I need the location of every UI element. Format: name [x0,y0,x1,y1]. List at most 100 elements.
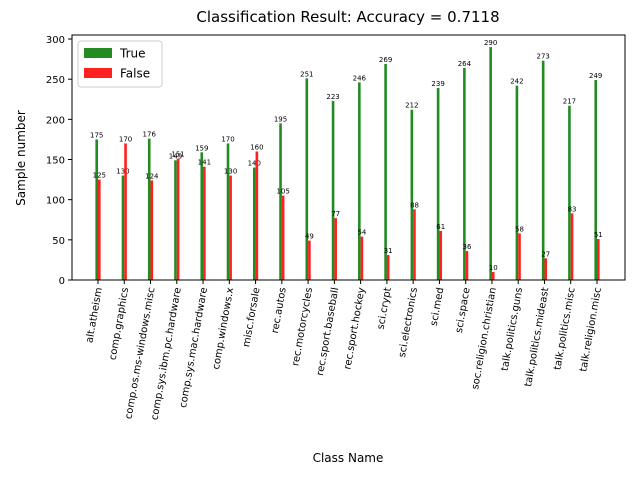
x-tick-label: rec.motorcycles [290,287,315,367]
y-axis-label: Sample number [14,110,28,206]
x-axis-label: Class Name [313,451,384,465]
plot-frame [71,34,626,281]
bar [436,88,440,281]
x-tick-label: talk.religion.misc [578,287,604,373]
bar [489,47,492,280]
bar [384,63,387,281]
bar [515,85,519,280]
value-label: 141 [198,159,211,167]
bar [229,175,232,280]
bar [568,105,571,280]
x-tick-label: rec.sport.hockey [342,287,367,371]
value-label: 160 [250,143,263,151]
bar [594,79,597,280]
legend-swatch [84,68,112,78]
bar [121,175,125,280]
bar [255,151,259,280]
y-tick-label: 300 [46,35,65,46]
x-tick-label: comp.graphics [108,287,132,361]
bar [410,109,414,280]
value-label: 125 [93,172,106,180]
value-label: 195 [274,115,287,123]
value-label: 249 [589,72,602,80]
x-tick-label: talk.politics.misc [552,287,577,371]
bar [174,160,177,280]
value-label: 223 [326,93,339,101]
value-label: 105 [276,188,289,196]
value-label: 31 [384,247,393,255]
x-tick-label: sci.space [454,287,473,334]
value-label: 217 [563,98,576,106]
bar [200,152,204,280]
value-label: 246 [353,74,367,82]
bar [150,180,154,280]
x-tick-label: sci.med [429,287,447,327]
value-label: 242 [510,78,523,86]
y-tick-label: 200 [46,115,65,126]
chart-title: Classification Result: Accuracy = 0.7118 [196,8,499,26]
bar [334,218,337,280]
legend-label: True [119,47,146,61]
bar [176,158,180,280]
x-tick-label: rec.sport.baseball [315,287,341,377]
x-tick-label: rec.autos [270,287,289,335]
x-tick-label: comp.windows.x [211,287,236,371]
value-label: 36 [463,243,472,251]
value-label: 176 [143,131,157,139]
bar [358,82,361,281]
value-label: 273 [536,53,549,61]
bar [570,213,574,280]
bar [413,209,416,280]
value-label: 269 [379,56,392,64]
x-tick-label: alt.atheism [84,287,105,344]
bar [386,255,390,280]
y-tick-label: 100 [46,196,65,207]
bar [203,166,206,280]
legend-swatch [84,48,112,58]
y-tick-label: 150 [46,156,65,167]
value-label: 251 [300,70,313,78]
bar [331,100,335,280]
x-tick-label: talk.politics.guns [500,287,526,372]
value-label: 54 [357,229,366,237]
bar [98,179,101,280]
x-tick-label: misc.forsale [241,287,262,348]
bar [95,139,98,280]
value-label: 130 [224,168,237,176]
x-tick-label: talk.politics.mideast [523,287,551,388]
value-label: 27 [541,250,550,258]
value-label: 175 [90,131,103,139]
value-label: 159 [195,144,208,152]
bar [541,60,545,280]
x-tick-label: sci.crypt [376,287,394,331]
value-label: 83 [568,205,577,213]
value-label: 49 [305,233,314,241]
value-label: 170 [119,135,132,143]
x-tick-label: soc.religion.christian [470,287,499,391]
value-label: 212 [405,102,418,110]
value-label: 170 [221,135,234,143]
bar [465,251,469,280]
value-label: 130 [116,168,129,176]
bar [463,67,466,281]
legend: True False [77,40,163,88]
y-tick-label: 50 [52,236,65,247]
bar [252,167,256,280]
bar [544,258,548,280]
value-label: 290 [484,39,497,47]
bar [281,195,285,280]
value-label: 239 [431,80,444,88]
legend-label: False [120,67,150,81]
value-label: 77 [331,210,340,218]
value-label: 149 [169,152,182,160]
bar [597,239,600,280]
bar [124,143,127,280]
y-tick-label: 0 [59,276,65,287]
value-label: 124 [145,172,159,180]
bar [226,143,230,280]
bar [308,240,311,280]
value-label: 140 [248,160,261,168]
bar [518,233,521,280]
value-label: 88 [410,201,419,209]
value-label: 10 [489,264,498,272]
